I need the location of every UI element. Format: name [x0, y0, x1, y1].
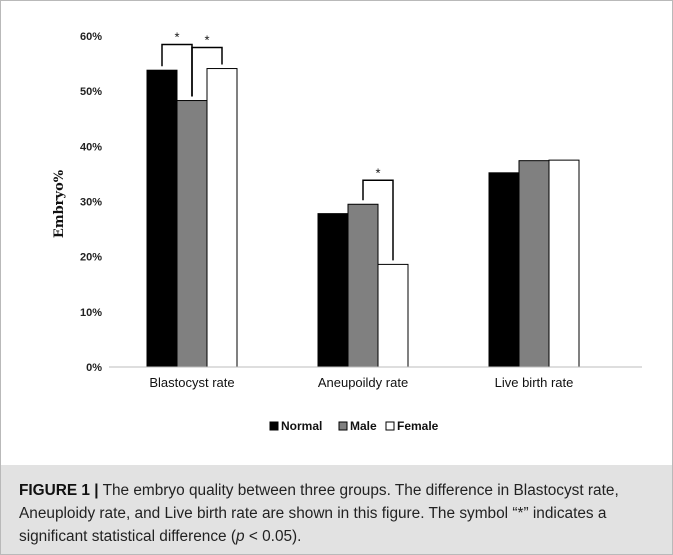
- legend-item: Male: [338, 419, 377, 433]
- bar-female-3: [548, 159, 580, 368]
- y-tick-label: 0%: [86, 362, 102, 374]
- category-label: Live birth rate: [495, 375, 574, 390]
- bar-male-3: [518, 160, 550, 368]
- bars: [146, 68, 580, 368]
- legend-swatch: [269, 421, 279, 431]
- caption-box: FIGURE 1 | The embryo quality between th…: [1, 465, 672, 554]
- bar-normal-3: [488, 172, 520, 368]
- y-tick-label: 30%: [80, 197, 102, 209]
- significance-bracket: [191, 46, 223, 97]
- legend: Normal Male Female: [269, 419, 439, 433]
- bar-male-1: [176, 100, 208, 368]
- category-labels: Blastocyst rate Aneupoildy rate Live birth…: [149, 375, 573, 390]
- caption-label: FIGURE 1 |: [19, 482, 99, 499]
- y-axis: 0% 10% 20% 30% 40% 50% 60%: [80, 31, 102, 374]
- significance-star: *: [204, 33, 209, 48]
- y-tick-label: 20%: [80, 252, 102, 264]
- y-axis-label: Embryo%: [52, 169, 67, 238]
- category-label: Aneupoildy rate: [318, 375, 408, 390]
- significance-star: *: [174, 30, 179, 45]
- caption-p-symbol: p: [236, 528, 245, 545]
- category-label: Blastocyst rate: [149, 375, 234, 390]
- significance-bracket: [362, 179, 394, 261]
- legend-label: Female: [397, 419, 439, 433]
- legend-swatch: [385, 421, 395, 431]
- y-tick-label: 50%: [80, 86, 102, 98]
- bar-female-2: [377, 263, 409, 368]
- y-tick-label: 60%: [80, 31, 102, 43]
- y-tick-label: 10%: [80, 307, 102, 319]
- bar-chart: 0% 10% 20% 30% 40% 50% 60% * * * Blastocyst rate…: [52, 30, 642, 433]
- legend-label: Male: [350, 419, 377, 433]
- bar-normal-1: [146, 69, 178, 368]
- bar-female-1: [206, 68, 238, 368]
- y-tick-label: 40%: [80, 141, 102, 153]
- legend-item: Female: [385, 419, 439, 433]
- significance-markers: * * *: [161, 30, 394, 261]
- figure-caption: FIGURE 1 | The embryo quality between th…: [19, 479, 659, 548]
- significance-star: *: [375, 165, 380, 180]
- caption-text-end: < 0.05).: [244, 528, 302, 545]
- caption-text: The embryo quality between three groups.…: [19, 482, 619, 545]
- legend-swatch: [338, 421, 348, 431]
- bar-male-2: [347, 203, 379, 368]
- legend-label: Normal: [281, 419, 322, 433]
- legend-item: Normal: [269, 419, 322, 433]
- bar-normal-2: [317, 213, 349, 368]
